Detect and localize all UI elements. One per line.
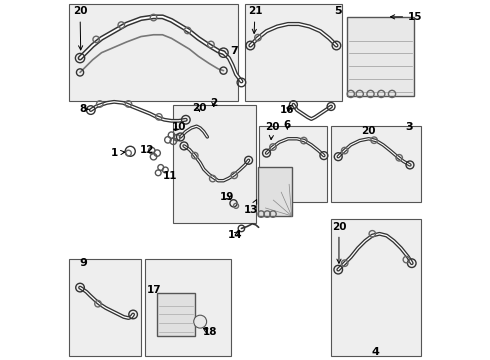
Bar [245,4,342,101]
Bar [331,126,421,202]
Text: 10: 10 [172,122,186,132]
Text: 9: 9 [79,258,87,268]
Text: 20: 20 [73,6,87,50]
Text: 20: 20 [362,126,376,135]
Text: 5: 5 [334,6,342,17]
Bar [347,17,414,96]
Text: 3: 3 [406,122,413,132]
Bar [259,126,327,202]
Text: 12: 12 [140,144,155,154]
Text: 14: 14 [228,230,243,239]
Bar [145,259,231,356]
Bar [173,105,256,223]
Text: 1: 1 [110,148,125,158]
Text: 7: 7 [230,46,238,56]
Text: 20: 20 [192,103,206,113]
Text: 19: 19 [220,192,234,202]
Text: 20: 20 [332,222,346,263]
Text: 2: 2 [210,98,218,108]
Bar [258,167,292,216]
Text: 11: 11 [163,171,178,181]
Text: 8: 8 [79,104,89,114]
Text: 13: 13 [244,199,259,216]
Bar [69,4,238,101]
Text: 17: 17 [147,285,161,296]
Text: 4: 4 [372,347,380,357]
Text: 20: 20 [265,122,279,140]
Bar [157,293,195,336]
Text: 21: 21 [248,6,262,33]
Text: 16: 16 [280,105,294,115]
Bar [331,220,421,356]
Circle shape [194,315,207,328]
Text: 15: 15 [391,12,422,22]
Text: 18: 18 [202,327,217,337]
Bar [69,259,141,356]
Text: 6: 6 [284,121,291,130]
